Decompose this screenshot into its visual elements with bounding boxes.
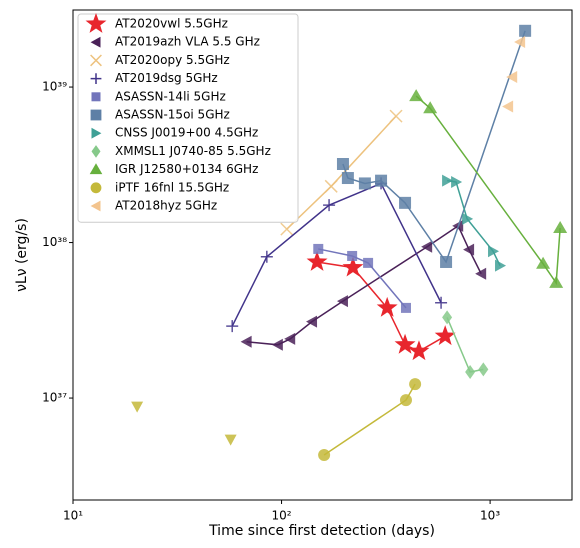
series-line [342, 30, 526, 264]
legend: AT2020vwl 5.5GHz AT2019azh VLA 5.5 GHz AT2… [77, 13, 299, 223]
marker [495, 259, 507, 272]
marker [463, 243, 475, 256]
marker [375, 174, 388, 187]
series-line [286, 115, 397, 230]
marker [399, 196, 412, 209]
marker [434, 325, 456, 346]
legend-label: CNSS J0019+00 4.5GHz [115, 126, 258, 140]
plot-frame [72, 9, 573, 501]
marker [440, 255, 453, 268]
marker [306, 250, 328, 271]
marker [409, 378, 422, 391]
legend-label: AT2019dsg 5GHz [115, 71, 218, 85]
marker [347, 250, 358, 261]
marker [226, 320, 239, 333]
legend-marker [90, 54, 102, 67]
marker [341, 172, 354, 185]
marker [478, 362, 489, 377]
legend-marker [91, 127, 102, 139]
marker [536, 256, 551, 269]
marker [336, 295, 348, 308]
marker [409, 89, 424, 102]
marker [306, 315, 318, 328]
series-line [446, 317, 484, 373]
marker [394, 333, 416, 354]
marker [260, 250, 273, 263]
marker [363, 257, 374, 268]
marker [451, 176, 463, 189]
marker [506, 71, 518, 84]
marker [462, 212, 474, 225]
legend-label: AT2019azh VLA 5.5 GHz [115, 35, 260, 49]
legend-marker [90, 200, 101, 212]
legend-marker [90, 73, 102, 84]
legend-label: XMMSL1 J0740-85 5.5GHz [115, 144, 271, 158]
x-tick-label: 10² [272, 509, 292, 523]
legend-frame [77, 13, 299, 223]
y-tick-label: 10³⁷ [42, 391, 67, 405]
legend-label: IGR J12580+0134 6GHz [115, 162, 258, 176]
marker [408, 340, 430, 361]
marker [435, 296, 448, 309]
marker [358, 177, 371, 190]
legend-label: AT2018hyz 5GHz [115, 199, 217, 213]
marker [514, 35, 526, 48]
x-axis-label: Time since first detection (days) [208, 523, 435, 539]
y-axis-label: νLν (erg/s) [14, 218, 30, 292]
marker [336, 158, 349, 171]
marker [442, 174, 454, 187]
marker [421, 240, 433, 253]
legend-marker [90, 36, 101, 48]
series-line [323, 383, 416, 456]
marker [313, 243, 324, 254]
marker [323, 199, 336, 212]
marker [465, 365, 476, 380]
x-tick-label: 10¹ [63, 509, 83, 523]
legend-label: AT2020vwl 5.5GHz [115, 17, 228, 31]
legend-marker [91, 92, 101, 102]
legend-label: AT2020opy 5.5GHz [115, 53, 230, 67]
marker [271, 338, 283, 351]
legend-marker [85, 13, 107, 33]
marker [240, 335, 252, 348]
marker [549, 275, 564, 288]
marker [389, 109, 403, 123]
legend-marker [90, 182, 102, 194]
legend-marker [90, 109, 102, 121]
legend-label: ASASSN-15oi 5GHz [115, 108, 230, 122]
marker [488, 245, 500, 258]
legend-label: ASASSN-14li 5GHz [115, 89, 226, 103]
marker [442, 310, 453, 325]
y-tick-label: 10³⁹ [42, 80, 67, 94]
legend-label: iPTF 16fnl 15.5GHz [115, 180, 229, 194]
marker [342, 256, 364, 277]
marker [284, 332, 296, 345]
y-tick-label: 10³⁸ [42, 235, 67, 249]
marker [502, 100, 514, 113]
marker [324, 179, 338, 193]
marker [519, 24, 532, 37]
series-line [318, 248, 407, 309]
marker [131, 401, 144, 413]
x-tick-label: 10³ [480, 509, 500, 523]
marker [376, 296, 398, 317]
legend-marker [89, 163, 103, 175]
marker [400, 302, 411, 313]
marker [553, 221, 568, 234]
marker [475, 267, 487, 280]
legend-marker [91, 145, 101, 158]
marker [224, 434, 237, 446]
marker [399, 394, 412, 407]
marker [318, 449, 331, 462]
marker [423, 101, 438, 114]
marker [280, 222, 294, 236]
